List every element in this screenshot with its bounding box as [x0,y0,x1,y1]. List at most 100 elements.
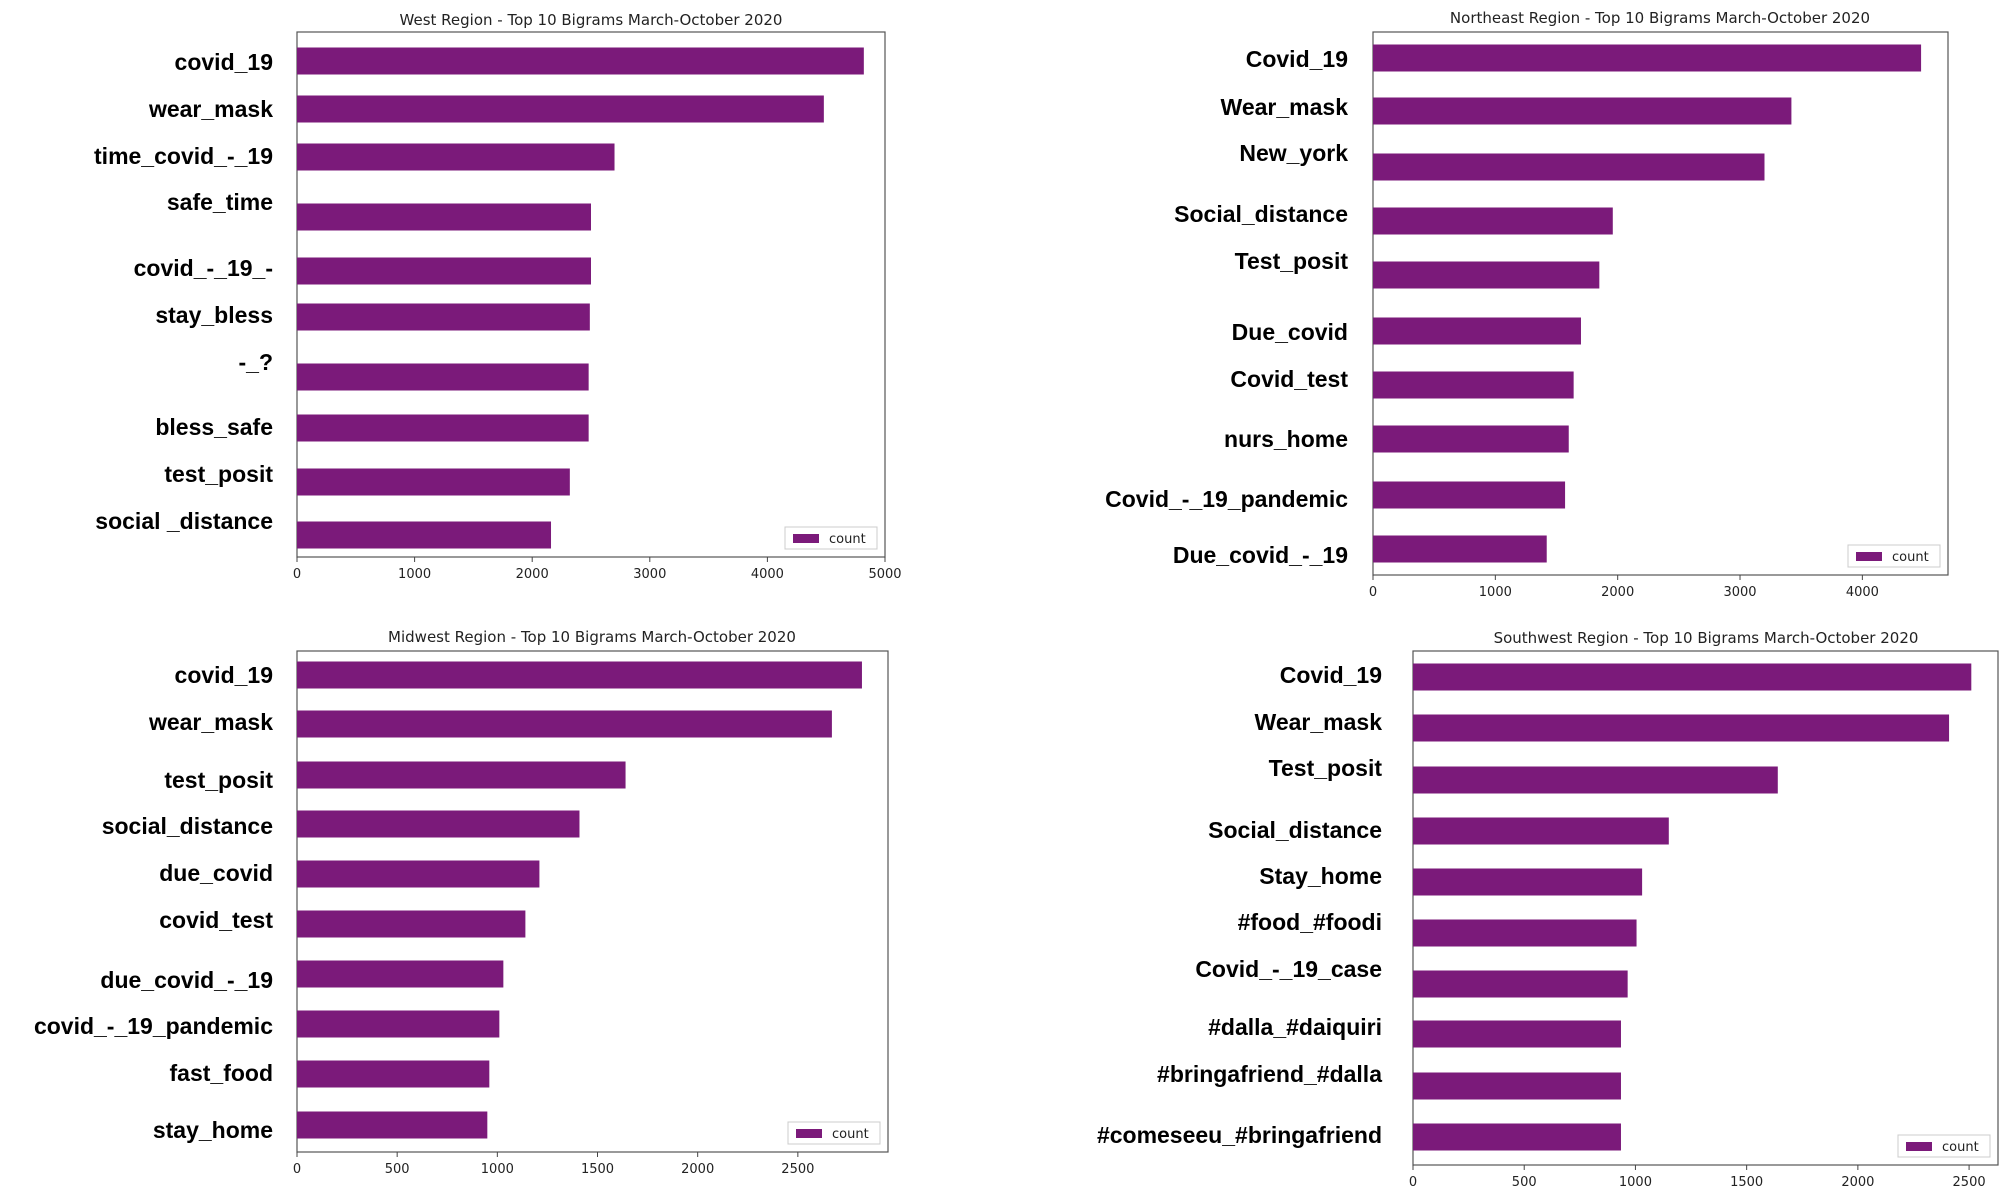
plot-frame [296,31,886,558]
category-label: -_? [239,349,274,375]
category-label: Wear_mask [1255,709,1383,735]
x-tick-label: 2500 [781,1162,814,1177]
chart-title: Southwest Region - Top 10 Bigrams March-… [1494,629,1919,647]
category-label: test_posit [164,767,273,793]
category-label: wear_mask [148,96,273,122]
x-tick-label: 2000 [1841,1175,1874,1190]
x-tick-label: 1000 [398,567,431,582]
bar [297,1060,490,1088]
legend-box [787,1121,881,1145]
plot-frame [296,650,889,1153]
bar [1373,153,1765,181]
category-label: #food_#foodi [1238,909,1382,935]
bar [297,414,589,442]
legend-box [1847,544,1941,568]
legend: count [784,526,878,550]
category-label: time_covid_-_19 [94,143,273,169]
chart-panel-4: Southwest Region - Top 10 Bigrams March-… [1097,629,1999,1190]
category-label: Covid_19 [1280,662,1382,688]
bar [297,1010,500,1038]
x-tick-label: 2000 [1601,585,1634,600]
category-label: covid_-_19_pandemic [34,1013,273,1039]
category-label: Covid_19 [1246,46,1348,72]
bar [1373,317,1581,345]
x-tick-label: 3000 [633,567,666,582]
category-label: #comeseeu_#bringafriend [1097,1122,1382,1148]
legend-box [1897,1134,1991,1158]
x-tick-label: 2500 [1953,1175,1986,1190]
bar [297,1111,488,1139]
category-label: New_york [1239,140,1348,166]
category-label: Social_distance [1208,817,1382,843]
bar [1373,207,1613,235]
bar [297,960,504,988]
category-label: covid_19 [175,49,273,75]
bar [1413,817,1669,845]
legend-swatch [793,534,819,543]
legend: count [787,1121,881,1145]
legend-swatch [1856,552,1882,561]
bar [297,910,526,938]
legend-label: count [829,532,866,547]
x-tick-label: 5000 [868,567,901,582]
bar [1413,714,1950,742]
category-label: Due_covid_-_19 [1173,542,1348,568]
category-label: stay_bless [155,302,273,328]
category-label: Due_covid [1232,319,1348,345]
category-label: due_covid_-_19 [100,967,273,993]
x-tick-label: 1000 [1619,1175,1652,1190]
category-label: Wear_mask [1221,94,1349,120]
bar [1373,535,1547,563]
x-tick-label: 2000 [516,567,549,582]
legend-swatch [796,1129,822,1138]
x-tick-label: 0 [293,567,301,582]
category-label: social _distance [95,508,273,534]
bar [297,303,590,331]
x-tick-label: 2000 [681,1162,714,1177]
legend-label: count [1892,550,1929,565]
category-label: fast_food [170,1060,274,1086]
category-label: wear_mask [148,709,273,735]
bar [297,363,589,391]
category-label: covid_-_19_- [134,255,273,281]
bar [297,521,552,549]
category-label: Covid_-_19_pandemic [1105,486,1348,512]
bar [1373,425,1569,453]
plot-frame [1412,650,1999,1166]
x-tick-label: 500 [1512,1175,1537,1190]
x-tick-label: 4000 [751,567,784,582]
x-tick-label: 1000 [481,1162,514,1177]
legend-box [784,526,878,550]
category-label: Test_posit [1235,248,1349,274]
bar [1413,970,1628,998]
x-tick-label: 4000 [1846,585,1879,600]
bar [1373,371,1574,399]
bar [1413,663,1972,691]
category-label: covid_19 [175,662,273,688]
category-label: #bringafriend_#dalla [1157,1061,1382,1087]
x-tick-label: 1500 [1730,1175,1763,1190]
category-label: test_posit [164,461,273,487]
legend-label: count [832,1127,869,1142]
bar [297,468,570,496]
bar [297,810,580,838]
chart-title: Midwest Region - Top 10 Bigrams March-Oc… [388,628,796,646]
x-tick-label: 0 [293,1162,301,1177]
x-tick-label: 1000 [1479,585,1512,600]
bar [297,661,862,689]
category-label: bless_safe [155,414,273,440]
bar [297,761,626,789]
chart-title: West Region - Top 10 Bigrams March-Octob… [400,11,783,29]
bar [297,257,591,285]
bar [297,860,540,888]
bar [1413,766,1778,794]
bar [297,143,615,171]
category-label: social_distance [102,813,273,839]
category-label: Social_distance [1174,201,1348,227]
chart-panel-3: Midwest Region - Top 10 Bigrams March-Oc… [34,628,889,1177]
category-label: Covid_test [1230,366,1348,392]
bar [1373,44,1922,72]
bar [1373,481,1566,509]
bar [1413,1123,1621,1151]
